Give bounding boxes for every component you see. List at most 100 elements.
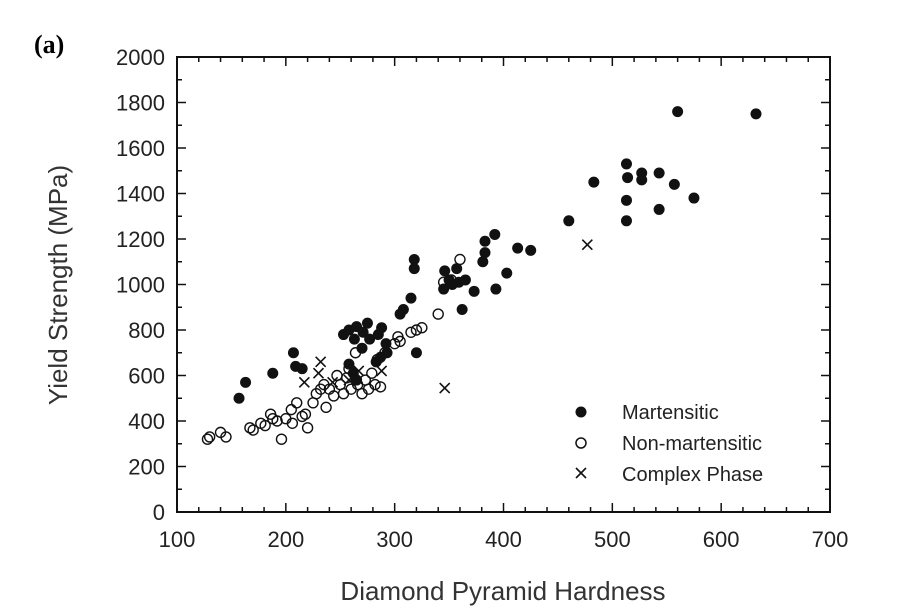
point-martensitic [479, 247, 491, 259]
point-non-martensitic [410, 324, 423, 336]
point-non-martensitic [432, 308, 444, 320]
point-martensitic [361, 317, 373, 329]
x-tick-label: 100 [159, 527, 196, 552]
point-non-martensitic [301, 422, 314, 434]
point-martensitic [620, 158, 632, 170]
point-non-martensitic [379, 347, 391, 359]
x-tick-label: 400 [485, 527, 522, 552]
y-axis-title: Yield Strength (MPa) [43, 165, 73, 405]
point-non-martensitic [371, 353, 383, 366]
point-non-martensitic [445, 274, 457, 286]
y-tick-label: 1600 [116, 136, 165, 161]
point-non-martensitic [343, 362, 355, 375]
point-non-martensitic [388, 337, 401, 350]
point-martensitic [348, 333, 360, 345]
point-martensitic [688, 192, 700, 204]
point-non-martensitic [201, 433, 214, 445]
point-non-martensitic [314, 383, 327, 395]
y-axis-tick-labels: 0 200 400 600 800 1000 1200 1400 1600 1800 2000 [116, 45, 165, 525]
point-non-martensitic [299, 408, 312, 420]
point-martensitic [439, 265, 451, 277]
legend-label-complex-phase: Complex Phase [622, 464, 763, 486]
point-martensitic [357, 326, 369, 338]
point-martensitic [287, 347, 299, 359]
point-non-martensitic [244, 422, 256, 434]
point-martensitic [468, 285, 480, 297]
x-tick-label: 600 [703, 527, 740, 552]
y-tick-label: 1800 [116, 91, 165, 116]
point-martensitic [405, 292, 417, 304]
point-non-martensitic [291, 397, 303, 409]
point-complex-phase [312, 367, 325, 379]
x-tick-label: 700 [812, 527, 849, 552]
point-martensitic [620, 215, 632, 227]
point-non-martensitic [337, 388, 350, 400]
point-martensitic [296, 363, 308, 375]
point-non-martensitic [454, 253, 466, 266]
point-martensitic [240, 376, 252, 388]
point-complex-phase [298, 376, 310, 388]
point-martensitic [459, 274, 471, 286]
point-non-martensitic [247, 424, 259, 436]
point-martensitic [750, 108, 762, 120]
point-complex-phase [327, 376, 339, 388]
point-non-martensitic [285, 403, 297, 416]
point-martensitic [563, 215, 575, 227]
point-martensitic [267, 367, 279, 379]
x-axis-ticks [176, 57, 831, 512]
legend-marker-martensitic [575, 406, 587, 418]
point-martensitic [672, 106, 684, 118]
point-non-martensitic [349, 347, 362, 359]
point-non-martensitic [437, 276, 450, 288]
point-martensitic [620, 194, 632, 206]
point-martensitic [490, 283, 502, 295]
point-martensitic [477, 256, 489, 268]
point-martensitic [525, 244, 537, 256]
point-martensitic [397, 304, 409, 316]
point-martensitic [501, 267, 513, 279]
y-tick-label: 200 [128, 455, 165, 480]
point-non-martensitic [416, 322, 428, 334]
y-tick-label: 0 [153, 500, 165, 525]
point-non-martensitic [203, 431, 216, 443]
legend-marker-non-martensitic [575, 437, 587, 449]
point-martensitic [376, 322, 388, 334]
point-martensitic [653, 203, 665, 215]
x-tick-label: 300 [376, 527, 413, 552]
point-complex-phase [343, 374, 355, 386]
point-martensitic [653, 167, 665, 179]
point-non-martensitic [369, 378, 381, 391]
y-tick-label: 2000 [116, 45, 165, 70]
point-martensitic [636, 174, 648, 186]
point-martensitic [456, 304, 468, 316]
point-non-martensitic [275, 433, 288, 445]
point-non-martensitic [320, 401, 332, 414]
point-martensitic [622, 172, 634, 184]
point-non-martensitic [374, 381, 387, 393]
point-martensitic [668, 178, 680, 190]
legend-marker-complex-phase [575, 467, 587, 479]
point-martensitic [489, 228, 501, 240]
point-martensitic [408, 253, 420, 265]
x-axis-title: Diamond Pyramid Hardness [340, 576, 665, 606]
point-complex-phase [376, 365, 388, 377]
point-martensitic [364, 333, 376, 345]
point-non-martensitic [394, 335, 406, 348]
x-axis-tick-labels: 100 200 300 400 500 600 700 [159, 527, 849, 552]
point-non-martensitic [366, 367, 378, 379]
point-non-martensitic [296, 410, 308, 423]
x-tick-label: 200 [267, 527, 304, 552]
point-complex-phase [315, 356, 327, 368]
y-tick-label: 1000 [116, 273, 165, 298]
x-tick-label: 500 [594, 527, 631, 552]
point-martensitic [479, 235, 491, 247]
point-non-martensitic [286, 417, 299, 429]
point-martensitic [512, 242, 524, 254]
legend-label-martensitic: Martensitic [622, 402, 719, 424]
y-tick-label: 400 [128, 409, 165, 434]
data-points [201, 106, 762, 445]
y-tick-label: 600 [128, 364, 165, 389]
point-martensitic [410, 347, 422, 359]
point-complex-phase [581, 239, 593, 251]
